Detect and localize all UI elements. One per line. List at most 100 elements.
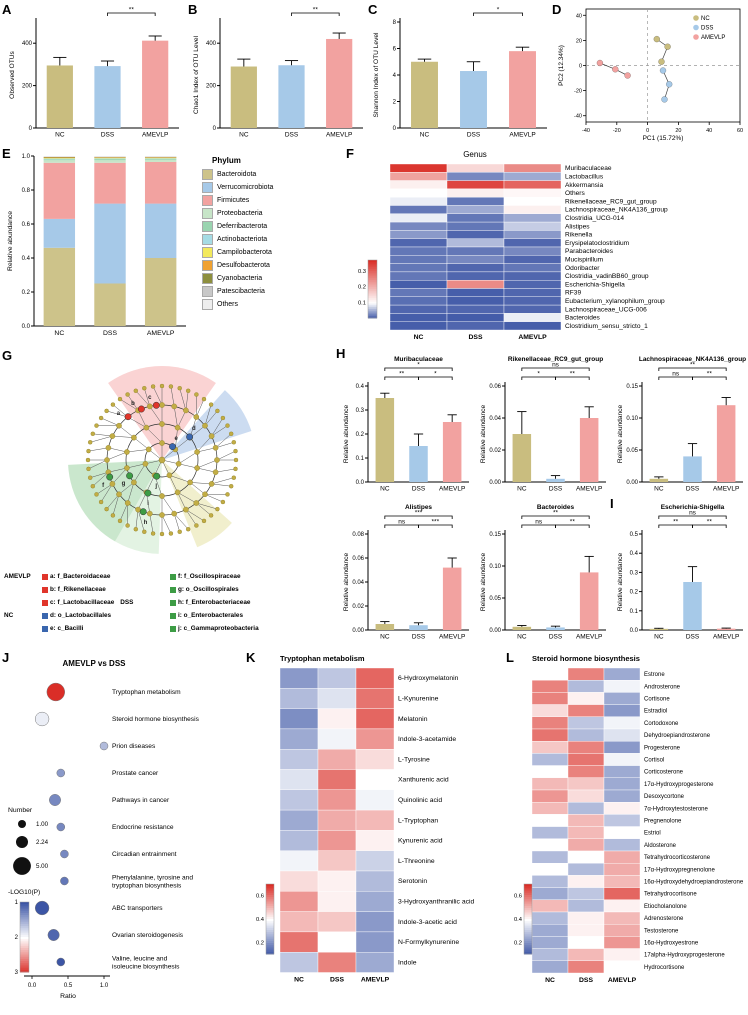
taxon-node [94,492,99,497]
colorbar-step [20,941,29,945]
heatmap-cell [317,809,357,831]
legend-swatch [202,286,213,297]
panel-label-L: L [506,650,514,665]
y-tick-label: 0 [579,64,582,70]
panel-C: C 0 2 4 6 8 NC DSS AMEVLP * Shannon Index of OTU … [368,2,552,144]
branch [174,513,189,530]
lefse-item-label: j: c_Gammaproteobacteria [178,625,259,632]
y-tick-label: 0 [213,126,217,132]
colorbar-step [368,281,377,285]
panel-B-chart: 0 200 400 NC DSS AMEVLP ** Chao1 Index of OTU L… [193,7,363,139]
point-DSS [659,67,667,74]
legend-swatch [202,208,213,219]
column-label: AMEVLP [608,977,637,984]
branch [92,472,109,487]
x-category-label: AMEVLP [326,132,352,139]
panel-B: B 0 200 400 NC DSS AMEVLP ** Chao1 Index of OTU… [188,2,368,144]
heatmap-cell [446,321,505,331]
panel-label-C: C [368,2,378,17]
heatmap-cell [317,769,357,790]
branch [106,410,128,418]
y-tick-label: 0.4 [22,256,31,262]
heatmap-cell [389,288,448,298]
taxon-node [142,461,149,467]
colorbar-step [266,932,274,935]
panel-E: E 0.0 0.2 0.4 0.6 0.8 1.0 NC DSS AMEVLP Relative … [2,146,346,346]
colorbar-step [368,267,377,270]
sig-bracket [473,12,523,16]
heatmap-cell [603,826,641,840]
stack-segment-Deferribacterota [94,159,126,161]
heatmap-cell [503,271,562,281]
taxon-node [185,526,191,532]
sig-label: *** [415,510,423,517]
y-tick-label: 0.06 [352,556,364,562]
heatmap-cell [603,740,641,754]
colorbar-step [20,958,29,962]
colorbar-step [524,903,532,907]
sig-label: ** [673,519,679,526]
branch [90,471,109,478]
branch [90,435,113,443]
colorbar-step [368,303,377,306]
colorbar-step [368,314,377,317]
y-axis-label: PC2 (12.34%) [558,45,565,86]
legend-swatch [42,573,48,580]
row-label: N-Formylkynurenine [398,939,459,946]
row-label: Estriol [644,831,661,837]
y-tick-label: 0.04 [489,416,501,422]
y-axis-label: Relative abundance [7,211,14,271]
taxon-node [231,440,237,445]
sig-bracket [418,524,453,528]
branch [100,483,113,503]
colorbar-border [367,259,378,319]
row-label: Tetrahydrocortisone [644,892,697,898]
sig-label: ns [535,519,543,526]
legend-dot-DSS [693,24,699,31]
heatmap-cell [279,870,319,892]
lefse-legend-row: e: c_Bacilli j: c_Gammaproteobacteria [4,622,334,635]
heatmap-cell [389,163,448,173]
row-label: Corticosterone [644,770,684,776]
colorbar-step [524,899,532,902]
heatmap-cell [567,667,605,681]
y-tick-label: 0.4 [356,384,365,390]
pathway-bubble [99,741,109,751]
branch [196,502,218,510]
sig-bracket [692,524,727,528]
taxon-node [90,483,96,489]
heatmap-cell [603,692,641,705]
taxon-node [125,523,130,528]
heatmap-cell [531,716,569,730]
x-category-label: AMEVLP [713,486,739,493]
heatmap-cell [531,899,569,913]
alistipes-chart: Alistipes 0.00 0.02 0.04 0.06 0.08 NC DSS AMEVLP… [343,504,469,641]
chart-title: AMEVLP vs DSS [63,659,127,668]
lefse-group-label: DSS [120,599,134,606]
colorbar-step [266,912,274,916]
taxon-node [87,440,93,445]
bar-DSS [460,71,487,128]
phylum-legend-item: Patescibacteria [202,285,342,298]
bar-AMEVLP [716,628,736,630]
colorbar-step [266,921,274,924]
taxon-node [146,403,153,410]
colorbar-step [524,905,532,909]
pathway-label: Prion diseases [112,743,156,750]
sig-bracket [521,515,590,519]
branch [211,417,224,437]
point-AMEVLP [596,59,604,67]
heatmap-cell [531,692,569,705]
taxon-node [142,529,147,535]
taxon-node [171,510,177,517]
colorbar-tick: 0.1 [358,300,366,306]
taxon-node [171,403,177,410]
branch [133,463,146,483]
branch [88,447,109,452]
x-category-label: DSS [101,132,115,139]
row-label: Indole-3-acetic acid [398,919,457,926]
taxon-node [177,386,182,391]
heatmap-cell [531,680,569,693]
branch [177,492,187,510]
